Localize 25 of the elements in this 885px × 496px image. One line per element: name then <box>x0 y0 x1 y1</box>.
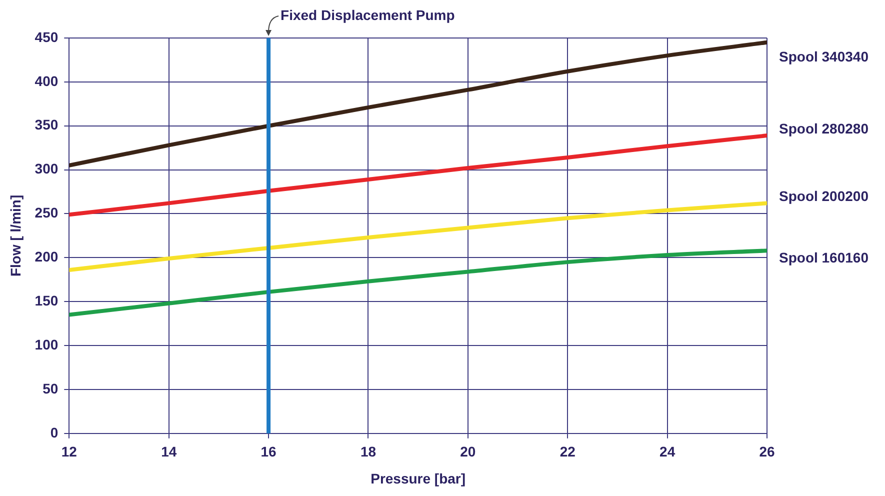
x-tick-label: 14 <box>161 444 177 460</box>
x-tick-label: 22 <box>560 444 576 460</box>
series-label: Spool 340340 <box>779 48 869 64</box>
y-tick-label: 400 <box>34 72 58 89</box>
x-tick-label: 12 <box>61 444 78 460</box>
y-tick-label: 50 <box>42 380 58 396</box>
x-tick-label: 18 <box>360 444 376 460</box>
y-tick-label: 250 <box>34 204 58 221</box>
x-axis-title: Pressure [bar] <box>370 470 466 486</box>
x-tick-label: 26 <box>759 444 775 460</box>
series-label: Spool 280280 <box>779 120 869 136</box>
ref-line-label: Fixed Displacement Pump <box>280 6 455 23</box>
x-tick-label: 24 <box>660 444 676 460</box>
y-tick-label: 450 <box>34 28 58 45</box>
y-tick-label: 350 <box>34 116 58 133</box>
y-tick-label: 150 <box>34 292 58 308</box>
y-tick-label: 0 <box>50 424 58 440</box>
x-tick-label: 16 <box>260 444 277 460</box>
y-axis-title: Flow [ l/min] <box>7 194 24 277</box>
y-tick-label: 200 <box>34 248 58 265</box>
x-tick-label: 20 <box>460 444 476 460</box>
series-label: Spool 200200 <box>779 188 869 204</box>
series-label: Spool 160160 <box>779 249 869 266</box>
y-tick-label: 300 <box>34 160 58 177</box>
y-tick-label: 100 <box>34 336 58 352</box>
